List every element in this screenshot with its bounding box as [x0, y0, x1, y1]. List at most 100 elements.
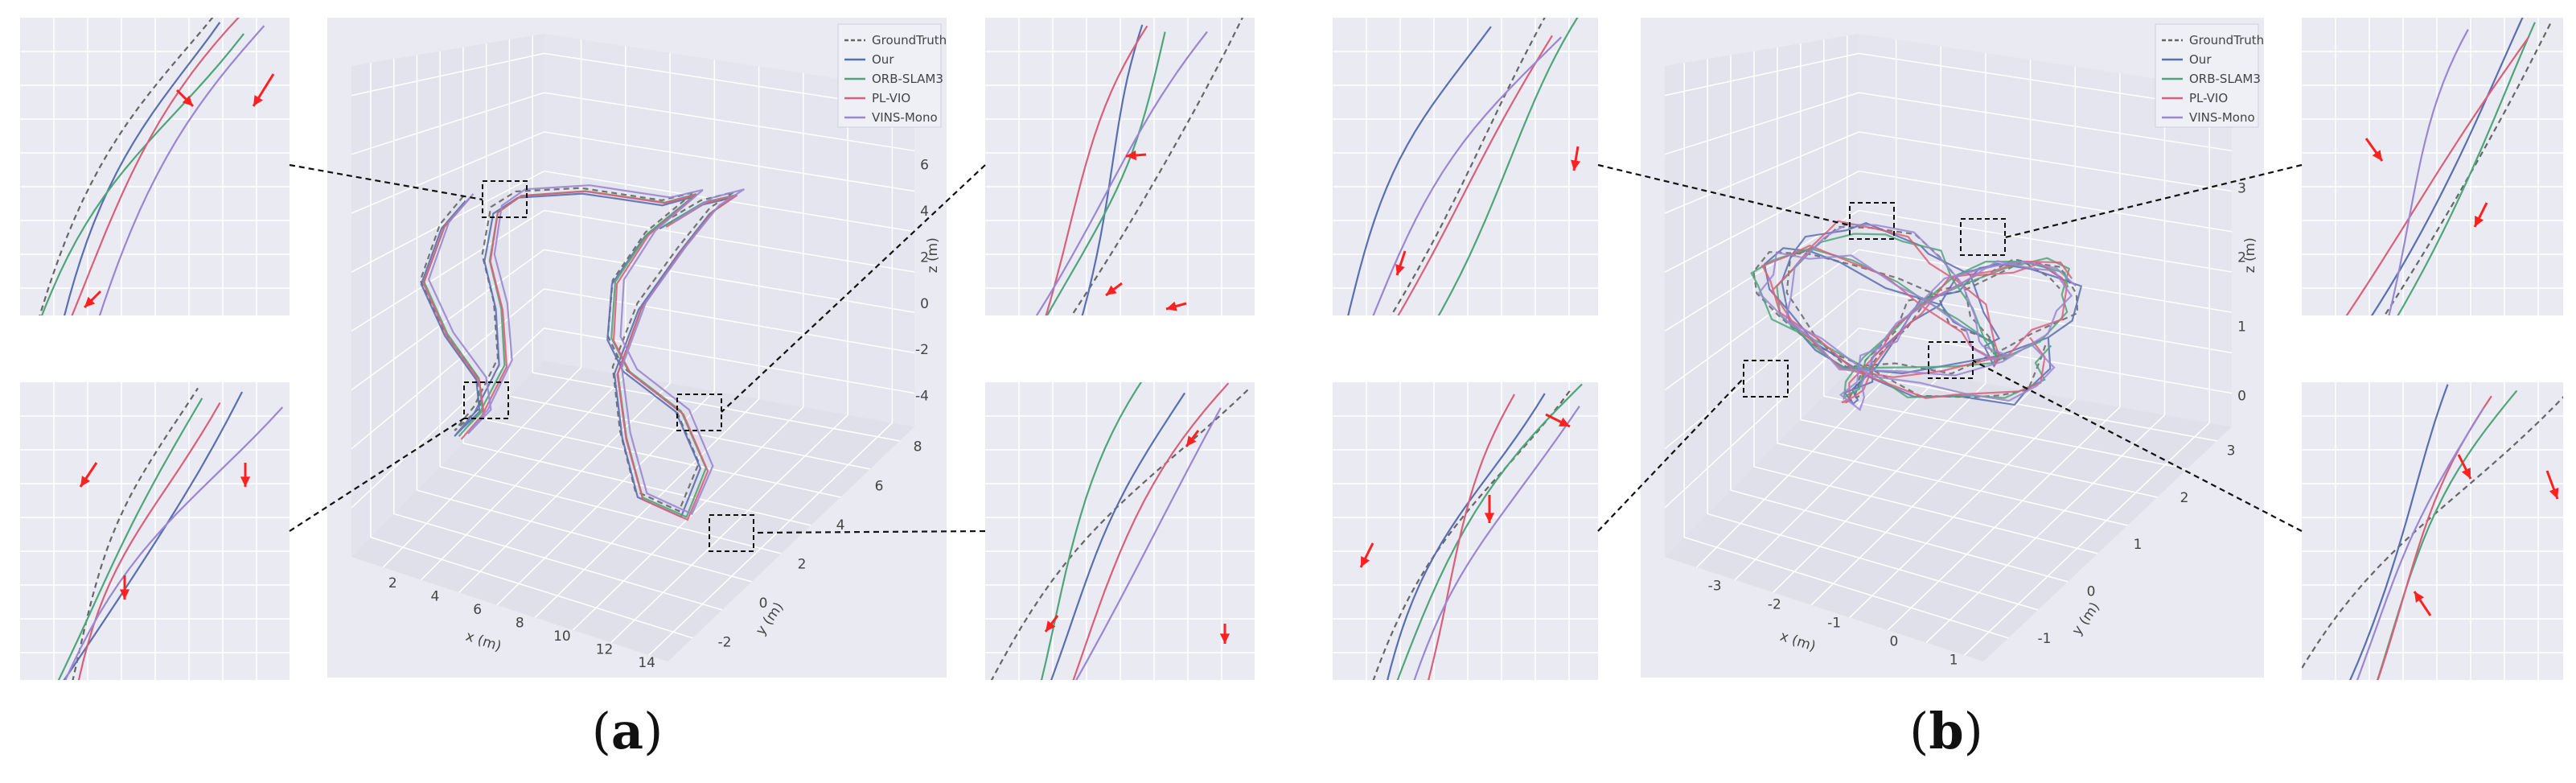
grid-line [1664, 92, 1859, 155]
trajectory-pl-vio [1072, 382, 1230, 680]
trajectory-vins-mono [1757, 224, 2077, 412]
red-arrow-head [2461, 468, 2471, 479]
x-tick-label: 12 [596, 641, 614, 657]
x-tick-label: 6 [473, 602, 482, 618]
grid-line [1859, 131, 2233, 192]
trajectory-orb-slam3 [2397, 22, 2536, 315]
back-pane-right [1859, 34, 2232, 427]
grid-line [610, 414, 848, 644]
grid-line [351, 131, 544, 214]
grid-line [544, 92, 915, 152]
red-arrow-head [2372, 150, 2382, 161]
trajectory-vins-mono [64, 406, 284, 680]
grid-line [462, 442, 811, 526]
legend-label-orb-slam3: ORB-SLAM3 [2189, 72, 2261, 86]
y-tick-label: 6 [875, 478, 884, 494]
x-tick-label: -1 [1827, 616, 1841, 632]
legend-label-groundtruth: GroundTruth [2189, 33, 2264, 47]
trajectory-orb-slam3 [57, 398, 203, 680]
back-pane-left [351, 34, 544, 557]
red-arrow-head [1395, 264, 1405, 275]
grid-line [417, 489, 752, 583]
red-arrow-head [1186, 435, 1197, 447]
trajectory-groundtruth [1390, 18, 1546, 315]
z-tick-label: -2 [915, 342, 929, 358]
grid-line [1859, 92, 2233, 152]
grid-line [1847, 372, 2217, 442]
y-tick-label: 3 [2227, 443, 2236, 459]
grid-line [1773, 382, 1986, 593]
zoom-connector [1597, 377, 1744, 532]
zoom-connector [1597, 163, 1851, 227]
z-tick-label: 2 [920, 249, 929, 266]
zoom-connector [2004, 163, 2303, 239]
inset-b-bottom-right [2302, 382, 2563, 680]
trajectory-pl-vio [2345, 36, 2530, 315]
y-tick-label: -1 [2038, 631, 2052, 647]
trajectory-our [64, 22, 221, 315]
z-tick-label: 0 [2237, 389, 2246, 405]
grid-line [1810, 390, 2032, 606]
grid-line [393, 513, 723, 611]
x-tick-label: 0 [1889, 634, 1898, 650]
trajectory-orb-slam3 [1046, 31, 1166, 315]
x-tick-label: -3 [1708, 579, 1722, 595]
grid-line [486, 418, 841, 498]
legend-box [837, 23, 942, 128]
grid-line [1859, 328, 2233, 394]
trajectory-groundtruth [1372, 387, 1573, 680]
grid-line [544, 288, 915, 354]
y-tick-label: 0 [2087, 584, 2096, 600]
grid-line [1664, 209, 1859, 332]
red-arrow-head [1166, 301, 1177, 311]
inset-b-top-left-bg [1333, 18, 1598, 315]
y-tick-label: 4 [836, 517, 845, 534]
z-tick-label: 2 [2237, 249, 2246, 266]
red-arrow-head [1219, 633, 1230, 644]
panel-label-b: (b) [1909, 702, 1983, 760]
legend-label-our: Our [2189, 52, 2212, 67]
legend-box [2155, 23, 2259, 128]
plot3d-b: -3-2-101-1012301234x (m)y (m)z (m)Ground… [1641, 18, 2264, 678]
y-tick-label: 0 [759, 595, 768, 612]
panel-label-a: (a) [591, 702, 664, 760]
inset-b-bottom-left [1333, 382, 1598, 680]
red-arrow-head [1484, 513, 1495, 523]
x-tick-label: 14 [638, 655, 655, 671]
trajectory-our [1347, 26, 1492, 315]
inset-b-top-right [2302, 18, 2563, 315]
grid-line [351, 52, 544, 97]
grid-line [544, 249, 915, 313]
y-tick-label: 2 [2180, 490, 2189, 506]
inset-a-top-right [985, 18, 1255, 315]
trajectory-our [2349, 384, 2449, 680]
legend-label-orb-slam3: ORB-SLAM3 [872, 72, 943, 86]
y-tick-label: -2 [718, 635, 732, 651]
grid-line [1664, 131, 1859, 214]
trajectory-our [1763, 222, 2083, 406]
z-tick-label: 3 [2237, 180, 2246, 196]
trajectory-vins-mono [1074, 407, 1222, 680]
legend-label-vins-mono: VINS-Mono [2189, 110, 2255, 125]
trajectory-our [1050, 392, 1186, 680]
grid-line [1683, 536, 2009, 639]
trajectory-vins-mono [427, 184, 745, 516]
grid-line [1925, 414, 2166, 644]
z-tick-label: 6 [920, 158, 929, 174]
grid-line [1664, 52, 1859, 97]
inset-a-top-left [20, 18, 290, 315]
trajectory-orb-slam3 [1437, 18, 1579, 315]
grid-line [370, 536, 693, 639]
grid-line [421, 374, 627, 581]
x-tick-label: 1 [1949, 653, 1958, 669]
grid-line [1734, 374, 1941, 581]
red-arrow-head [119, 589, 130, 600]
z-axis-label: z (m) [925, 237, 941, 273]
trajectory-vins-mono [2388, 29, 2469, 315]
grid-line [351, 92, 544, 155]
grid-line [534, 398, 760, 618]
grid-line [1664, 249, 1859, 391]
trajectory-our [1387, 393, 1546, 680]
inset-b-bottom-left-bg [1333, 382, 1598, 680]
